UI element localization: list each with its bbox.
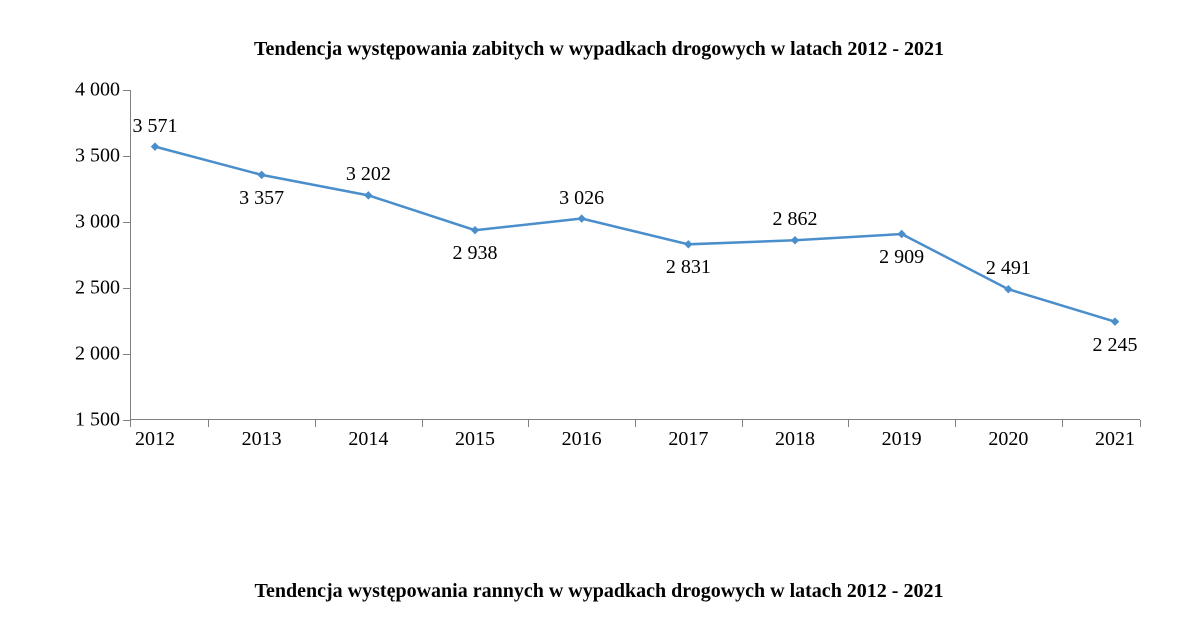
x-tick bbox=[742, 420, 743, 427]
y-tick-label: 4 000 bbox=[50, 79, 120, 102]
chart-title: Tendencja występowania zabitych w wypadk… bbox=[0, 0, 1198, 71]
x-tick-label: 2020 bbox=[988, 428, 1028, 451]
fatalities-chart: Tendencja występowania zabitych w wypadk… bbox=[0, 0, 1198, 500]
x-tick-label: 2015 bbox=[455, 428, 495, 451]
x-tick bbox=[208, 420, 209, 427]
y-tick-label: 3 000 bbox=[50, 211, 120, 234]
x-tick-label: 2021 bbox=[1095, 428, 1135, 451]
x-tick bbox=[1140, 420, 1141, 427]
data-label: 2 909 bbox=[879, 246, 924, 269]
x-tick bbox=[315, 420, 316, 427]
y-tick bbox=[123, 156, 130, 157]
data-label: 3 357 bbox=[239, 187, 284, 210]
x-tick bbox=[635, 420, 636, 427]
data-label: 2 938 bbox=[453, 242, 498, 265]
x-tick-label: 2013 bbox=[242, 428, 282, 451]
x-tick bbox=[130, 420, 131, 427]
y-tick bbox=[123, 420, 130, 421]
x-tick-label: 2018 bbox=[775, 428, 815, 451]
x-tick bbox=[848, 420, 849, 427]
plot-area: 1 5002 0002 5003 0003 5004 0002012201320… bbox=[130, 90, 1140, 420]
x-tick-label: 2017 bbox=[668, 428, 708, 451]
second-chart-title: Tendencja występowania rannych w wypadka… bbox=[0, 580, 1198, 603]
data-label: 3 202 bbox=[346, 163, 391, 186]
y-tick-label: 1 500 bbox=[50, 409, 120, 432]
data-label: 3 571 bbox=[133, 115, 178, 138]
y-tick-label: 3 500 bbox=[50, 145, 120, 168]
x-tick-label: 2019 bbox=[882, 428, 922, 451]
x-tick-label: 2014 bbox=[348, 428, 388, 451]
y-tick bbox=[123, 222, 130, 223]
x-tick bbox=[528, 420, 529, 427]
x-tick bbox=[422, 420, 423, 427]
x-tick-label: 2016 bbox=[562, 428, 602, 451]
x-tick bbox=[1062, 420, 1063, 427]
y-tick bbox=[123, 90, 130, 91]
x-tick-label: 2012 bbox=[135, 428, 175, 451]
data-label: 2 831 bbox=[666, 256, 711, 279]
line-series bbox=[130, 90, 1140, 420]
data-label: 3 026 bbox=[559, 187, 604, 210]
y-tick bbox=[123, 354, 130, 355]
data-label: 2 245 bbox=[1093, 334, 1138, 357]
x-tick bbox=[955, 420, 956, 427]
data-label: 2 491 bbox=[986, 257, 1031, 280]
y-tick bbox=[123, 288, 130, 289]
data-label: 2 862 bbox=[773, 208, 818, 231]
y-tick-label: 2 500 bbox=[50, 277, 120, 300]
y-tick-label: 2 000 bbox=[50, 343, 120, 366]
